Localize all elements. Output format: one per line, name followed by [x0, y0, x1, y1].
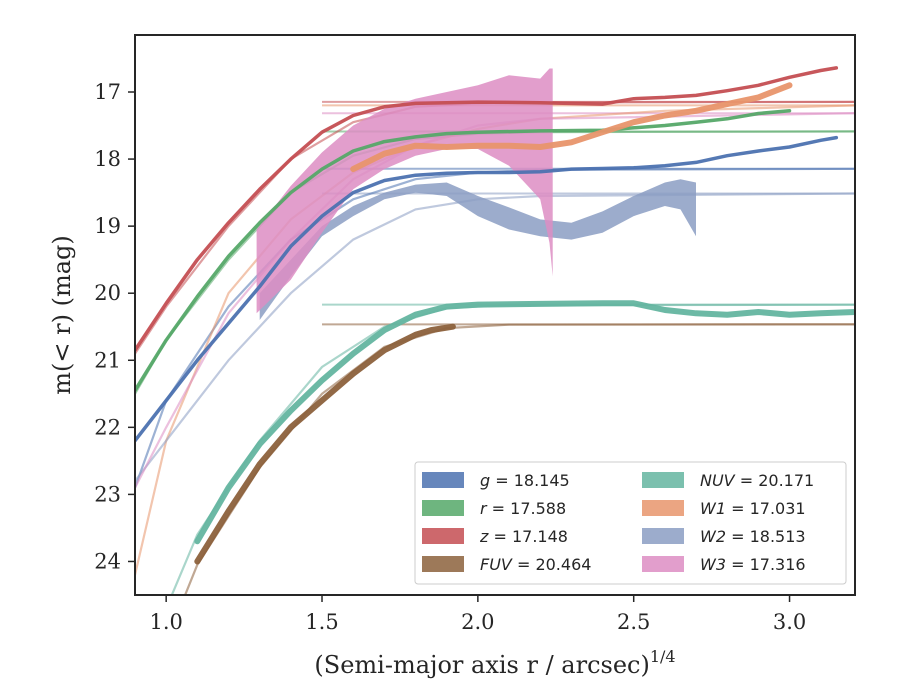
- x-tick-label: 1.0: [149, 610, 182, 634]
- model-curve-fuv: [183, 323, 855, 595]
- band-w2: [259, 179, 696, 320]
- curve-fuv: [194, 323, 456, 565]
- legend-label-w2: W2 = 18.513: [700, 527, 806, 546]
- y-tick-label: 22: [94, 415, 121, 439]
- y-tick-label: 18: [94, 147, 121, 171]
- x-axis-ticks: 1.0 1.5 2.0 2.5 3.0: [149, 595, 806, 634]
- legend-swatch-z: [422, 528, 464, 544]
- legend-swatch-w1: [642, 500, 684, 516]
- y-axis-title: m(< r) (mag): [48, 235, 76, 394]
- legend-swatch-w3: [642, 556, 684, 572]
- legend-swatch-r: [422, 500, 464, 516]
- y-tick-label: 24: [94, 549, 121, 573]
- x-tick-label: 2.5: [617, 610, 650, 634]
- y-tick-label: 23: [94, 482, 121, 506]
- legend-label-w3: W3 = 17.316: [700, 555, 806, 574]
- x-axis-title: (Semi-major axis r / arcsec)1/4: [314, 647, 675, 679]
- curve-r: [135, 109, 792, 393]
- curve-g: [135, 135, 839, 443]
- plot-frame: [134, 34, 856, 596]
- curve-z: [135, 66, 839, 352]
- curve-w1: [350, 82, 793, 173]
- legend-label-fuv: FUV = 20.464: [480, 555, 591, 574]
- x-tick-label: 1.5: [305, 610, 338, 634]
- legend: g = 18.145 r = 17.588 z = 17.148 FUV = 20.4…: [414, 461, 847, 585]
- x-tick-label: 3.0: [773, 610, 806, 634]
- y-tick-label: 17: [94, 80, 121, 104]
- legend-label-z: z = 17.148: [479, 527, 568, 546]
- legend-label-g: g = 18.145: [480, 471, 570, 490]
- x-axis-title-exponent: 1/4: [650, 647, 676, 666]
- y-axis-ticks: 17 18 19 20 21 22 23 24: [94, 80, 135, 573]
- uncertainty-bands: [256, 68, 696, 320]
- legend-label-w1: W1 = 17.031: [700, 499, 806, 518]
- y-tick-label: 19: [94, 214, 121, 238]
- legend-swatch-nuv: [642, 472, 684, 488]
- legend-swatch-g: [422, 472, 464, 488]
- legend-swatch-fuv: [422, 556, 464, 572]
- legend-label-r: r = 17.588: [480, 499, 566, 518]
- y-tick-label: 21: [94, 348, 121, 372]
- data-curves: [135, 66, 855, 565]
- model-curves: [135, 100, 855, 595]
- legend-label-nuv: NUV = 20.171: [700, 471, 814, 490]
- y-tick-label: 20: [94, 281, 121, 305]
- x-axis-title-main: (Semi-major axis r / arcsec): [314, 651, 649, 679]
- legend-box: [414, 461, 847, 585]
- curve-nuv: [194, 300, 855, 545]
- model-curve-w2: [135, 192, 855, 482]
- band-w3: [256, 68, 553, 314]
- x-tick-label: 2.0: [461, 610, 494, 634]
- legend-swatch-w2: [642, 528, 684, 544]
